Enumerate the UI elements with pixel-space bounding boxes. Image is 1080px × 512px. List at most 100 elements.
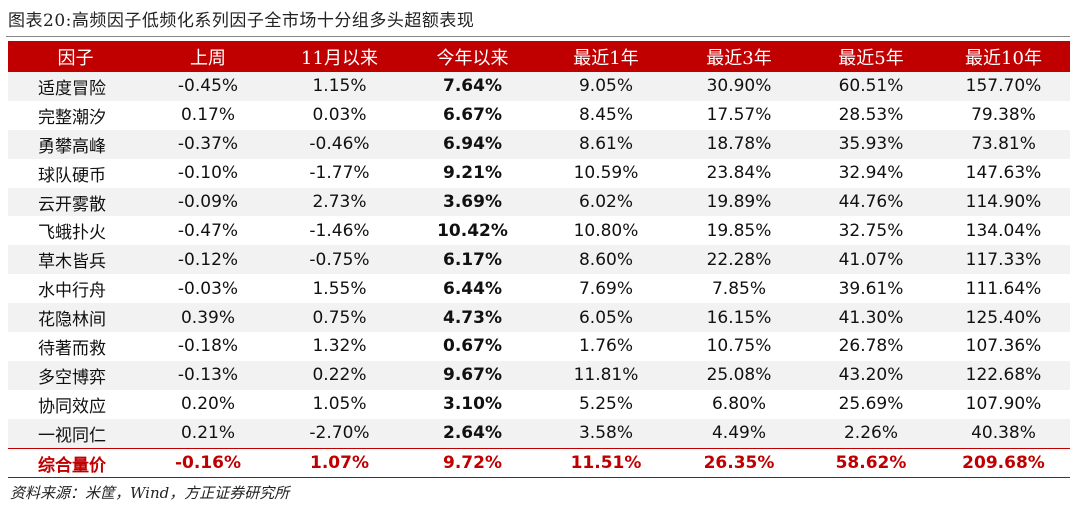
last-10-years-cell: 209.68% (937, 447, 1070, 479)
factor-name-cell: 草木皆兵 (8, 245, 143, 275)
last-5-years-cell: 41.07% (805, 245, 937, 275)
header-since-november: 11月以来 (273, 41, 406, 72)
table-row: 待著而救 -0.18% 1.32% 0.67% 1.76% 10.75% 26.78% 107… (8, 332, 1070, 361)
last-10-years-cell: 134.04% (937, 216, 1070, 246)
header-last-3-years: 最近3年 (673, 41, 805, 72)
year-to-date-cell: 6.17% (406, 245, 539, 275)
year-to-date-cell: 3.69% (406, 187, 539, 217)
since-november-cell: 0.75% (273, 303, 406, 333)
last-10-years-cell: 79.38% (937, 100, 1070, 130)
summary-row: 综合量价 -0.16% 1.07% 9.72% 11.51% 26.35% 58.62% 20… (8, 447, 1070, 479)
table-body: 适度冒险 -0.45% 1.15% 7.64% 9.05% 30.90% 60.51% 157… (8, 72, 1070, 479)
table-row: 完整潮汐 0.17% 0.03% 6.67% 8.45% 17.57% 28.53% 79.3… (8, 100, 1070, 130)
since-november-cell: -1.77% (273, 158, 406, 188)
last-week-cell: -0.18% (143, 332, 273, 361)
last-week-cell: 0.20% (143, 389, 273, 419)
factor-name-cell: 一视同仁 (8, 418, 143, 449)
last-10-years-cell: 107.36% (937, 332, 1070, 361)
last-week-cell: -0.47% (143, 216, 273, 246)
factor-name-cell: 适度冒险 (8, 72, 143, 101)
table-row: 多空博弈 -0.13% 0.22% 9.67% 11.81% 25.08% 43.20% 12… (8, 360, 1070, 390)
last-3-years-cell: 17.57% (673, 100, 805, 130)
last-3-years-cell: 26.35% (673, 447, 805, 479)
table-row: 飞蛾扑火 -0.47% -1.46% 10.42% 10.80% 19.85% 32.75%… (8, 216, 1070, 246)
last-5-years-cell: 28.53% (805, 100, 937, 130)
last-5-years-cell: 44.76% (805, 187, 937, 217)
factor-name-cell: 综合量价 (8, 447, 143, 479)
figure-caption: 图表20:高频因子低频化系列因子全市场十分组多头超额表现 (8, 11, 475, 31)
last-5-years-cell: 32.75% (805, 216, 937, 246)
last-1-year-cell: 6.05% (539, 303, 673, 333)
last-week-cell: 0.17% (143, 100, 273, 130)
year-to-date-cell: 9.67% (406, 360, 539, 390)
last-3-years-cell: 4.49% (673, 418, 805, 449)
table-row: 花隐林间 0.39% 0.75% 4.73% 6.05% 16.15% 41.30% 125.… (8, 303, 1070, 333)
last-3-years-cell: 7.85% (673, 274, 805, 304)
year-to-date-cell: 7.64% (406, 72, 539, 101)
factor-name-cell: 飞蛾扑火 (8, 216, 143, 246)
last-3-years-cell: 18.78% (673, 129, 805, 159)
factor-name-cell: 水中行舟 (8, 274, 143, 304)
last-week-cell: -0.37% (143, 129, 273, 159)
table-row: 球队硬币 -0.10% -1.77% 9.21% 10.59% 23.84% 32.94% 1… (8, 158, 1070, 188)
last-week-cell: -0.13% (143, 360, 273, 390)
last-5-years-cell: 35.93% (805, 129, 937, 159)
since-november-cell: 0.03% (273, 100, 406, 130)
since-november-cell: 1.07% (273, 447, 406, 479)
last-3-years-cell: 23.84% (673, 158, 805, 188)
year-to-date-cell: 3.10% (406, 389, 539, 419)
last-1-year-cell: 3.58% (539, 418, 673, 449)
header-last-5-years: 最近5年 (805, 41, 937, 72)
last-1-year-cell: 6.02% (539, 187, 673, 217)
last-1-year-cell: 1.76% (539, 332, 673, 361)
last-5-years-cell: 25.69% (805, 389, 937, 419)
year-to-date-cell: 9.72% (406, 447, 539, 479)
table-row: 勇攀高峰 -0.37% -0.46% 6.94% 8.61% 18.78% 35.93% 73… (8, 129, 1070, 159)
last-3-years-cell: 22.28% (673, 245, 805, 275)
factor-name-cell: 协同效应 (8, 389, 143, 419)
year-to-date-cell: 9.21% (406, 158, 539, 188)
since-november-cell: -0.46% (273, 129, 406, 159)
table-row: 适度冒险 -0.45% 1.15% 7.64% 9.05% 30.90% 60.51% 157… (8, 72, 1070, 101)
since-november-cell: 1.15% (273, 72, 406, 101)
last-1-year-cell: 9.05% (539, 72, 673, 101)
last-5-years-cell: 32.94% (805, 158, 937, 188)
last-10-years-cell: 114.90% (937, 187, 1070, 217)
last-10-years-cell: 111.64% (937, 274, 1070, 304)
since-november-cell: 0.22% (273, 360, 406, 390)
year-to-date-cell: 4.73% (406, 303, 539, 333)
last-week-cell: -0.16% (143, 447, 273, 479)
last-week-cell: -0.12% (143, 245, 273, 275)
factor-name-cell: 待著而救 (8, 332, 143, 361)
last-week-cell: -0.45% (143, 72, 273, 101)
factor-name-cell: 勇攀高峰 (8, 129, 143, 159)
since-november-cell: -2.70% (273, 418, 406, 449)
since-november-cell: 1.05% (273, 389, 406, 419)
last-10-years-cell: 147.63% (937, 158, 1070, 188)
last-1-year-cell: 10.59% (539, 158, 673, 188)
last-10-years-cell: 40.38% (937, 418, 1070, 449)
last-3-years-cell: 16.15% (673, 303, 805, 333)
factor-name-cell: 完整潮汐 (8, 100, 143, 130)
last-1-year-cell: 8.45% (539, 100, 673, 130)
since-november-cell: -1.46% (273, 216, 406, 246)
last-10-years-cell: 107.90% (937, 389, 1070, 419)
header-year-to-date: 今年以来 (406, 41, 539, 72)
last-5-years-cell: 39.61% (805, 274, 937, 304)
year-to-date-cell: 6.67% (406, 100, 539, 130)
factor-name-cell: 球队硬币 (8, 158, 143, 188)
last-3-years-cell: 10.75% (673, 332, 805, 361)
year-to-date-cell: 10.42% (406, 216, 539, 246)
factor-name-cell: 云开雾散 (8, 187, 143, 217)
last-week-cell: -0.03% (143, 274, 273, 304)
factor-excess-return-table: 因子 上周 11月以来 今年以来 最近1年 最近3年 最近5年 最近10年 适度… (8, 41, 1070, 479)
last-5-years-cell: 43.20% (805, 360, 937, 390)
last-5-years-cell: 2.26% (805, 418, 937, 449)
last-10-years-cell: 122.68% (937, 360, 1070, 390)
last-5-years-cell: 60.51% (805, 72, 937, 101)
since-november-cell: 1.32% (273, 332, 406, 361)
last-5-years-cell: 41.30% (805, 303, 937, 333)
last-1-year-cell: 8.60% (539, 245, 673, 275)
last-3-years-cell: 19.89% (673, 187, 805, 217)
last-5-years-cell: 58.62% (805, 447, 937, 479)
